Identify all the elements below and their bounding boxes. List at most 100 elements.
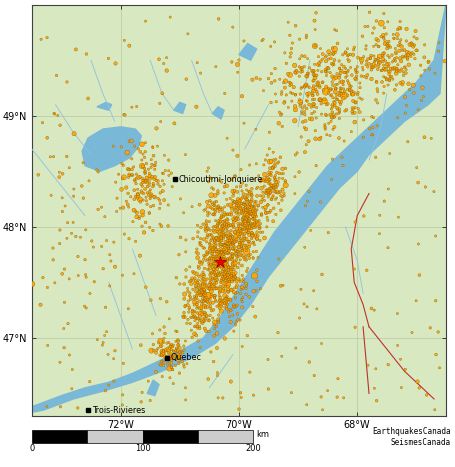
Point [224, 237, 231, 244]
Point [233, 252, 240, 259]
Point [237, 230, 244, 237]
Point [305, 137, 312, 145]
Point [147, 175, 154, 183]
Point [142, 177, 149, 185]
Point [297, 286, 304, 293]
Point [202, 257, 210, 264]
Point [246, 204, 253, 211]
Point [229, 221, 237, 228]
Point [317, 97, 324, 104]
Point [200, 298, 207, 305]
Point [140, 190, 147, 197]
Point [141, 165, 148, 172]
Point [306, 64, 313, 71]
Point [126, 137, 133, 145]
Point [168, 170, 175, 177]
Point [256, 223, 263, 230]
Point [393, 64, 400, 72]
Point [120, 360, 127, 367]
Point [344, 92, 351, 99]
Point [378, 67, 385, 74]
Point [246, 217, 253, 225]
Point [199, 271, 207, 278]
Point [221, 203, 228, 211]
Point [352, 66, 359, 73]
Point [331, 113, 338, 120]
Point [289, 39, 296, 47]
Point [203, 168, 211, 175]
Point [396, 18, 404, 25]
Point [380, 10, 388, 17]
Point [165, 347, 172, 354]
Point [298, 108, 306, 115]
Point [318, 340, 325, 347]
Point [219, 222, 227, 230]
Point [323, 101, 330, 108]
Point [222, 241, 229, 248]
Point [238, 221, 245, 228]
Point [375, 58, 383, 66]
Point [218, 248, 225, 255]
Point [207, 280, 214, 287]
Point [229, 275, 237, 283]
Point [133, 209, 141, 216]
Point [337, 85, 344, 92]
Polygon shape [32, 5, 446, 412]
Point [189, 268, 197, 276]
Point [375, 57, 383, 64]
Point [308, 104, 315, 111]
Point [232, 321, 239, 329]
Point [80, 194, 87, 202]
Point [191, 293, 198, 300]
Point [140, 196, 147, 204]
Point [259, 228, 266, 236]
Point [296, 72, 303, 80]
Point [243, 256, 250, 264]
Point [273, 188, 281, 195]
Point [202, 310, 209, 317]
Point [141, 154, 148, 161]
Point [352, 99, 359, 106]
Point [217, 262, 224, 269]
Point [340, 63, 348, 71]
Point [228, 278, 236, 285]
Point [228, 255, 236, 262]
Point [279, 282, 287, 289]
Point [243, 213, 251, 221]
Point [282, 165, 289, 172]
Point [301, 124, 308, 131]
Point [211, 211, 218, 218]
Point [249, 215, 256, 222]
Point [192, 284, 200, 292]
Point [207, 226, 214, 234]
Point [231, 228, 238, 236]
Point [266, 128, 273, 136]
Point [334, 70, 341, 78]
Point [147, 172, 154, 180]
Point [98, 204, 105, 211]
Point [331, 123, 338, 131]
Point [192, 332, 200, 339]
Point [232, 262, 239, 270]
Point [371, 56, 379, 63]
Point [210, 238, 217, 246]
Point [132, 238, 139, 245]
Point [216, 288, 223, 295]
Point [249, 222, 257, 229]
Point [258, 212, 265, 219]
Point [215, 260, 222, 267]
Point [280, 79, 287, 86]
Point [201, 281, 208, 289]
Point [146, 191, 153, 198]
Point [418, 97, 425, 104]
Point [207, 312, 214, 319]
Point [335, 134, 343, 142]
Point [133, 213, 141, 220]
Point [221, 221, 228, 229]
Point [200, 286, 207, 294]
Point [367, 55, 374, 62]
Point [207, 348, 214, 356]
Point [221, 242, 228, 249]
Point [238, 250, 245, 258]
Point [310, 77, 318, 84]
